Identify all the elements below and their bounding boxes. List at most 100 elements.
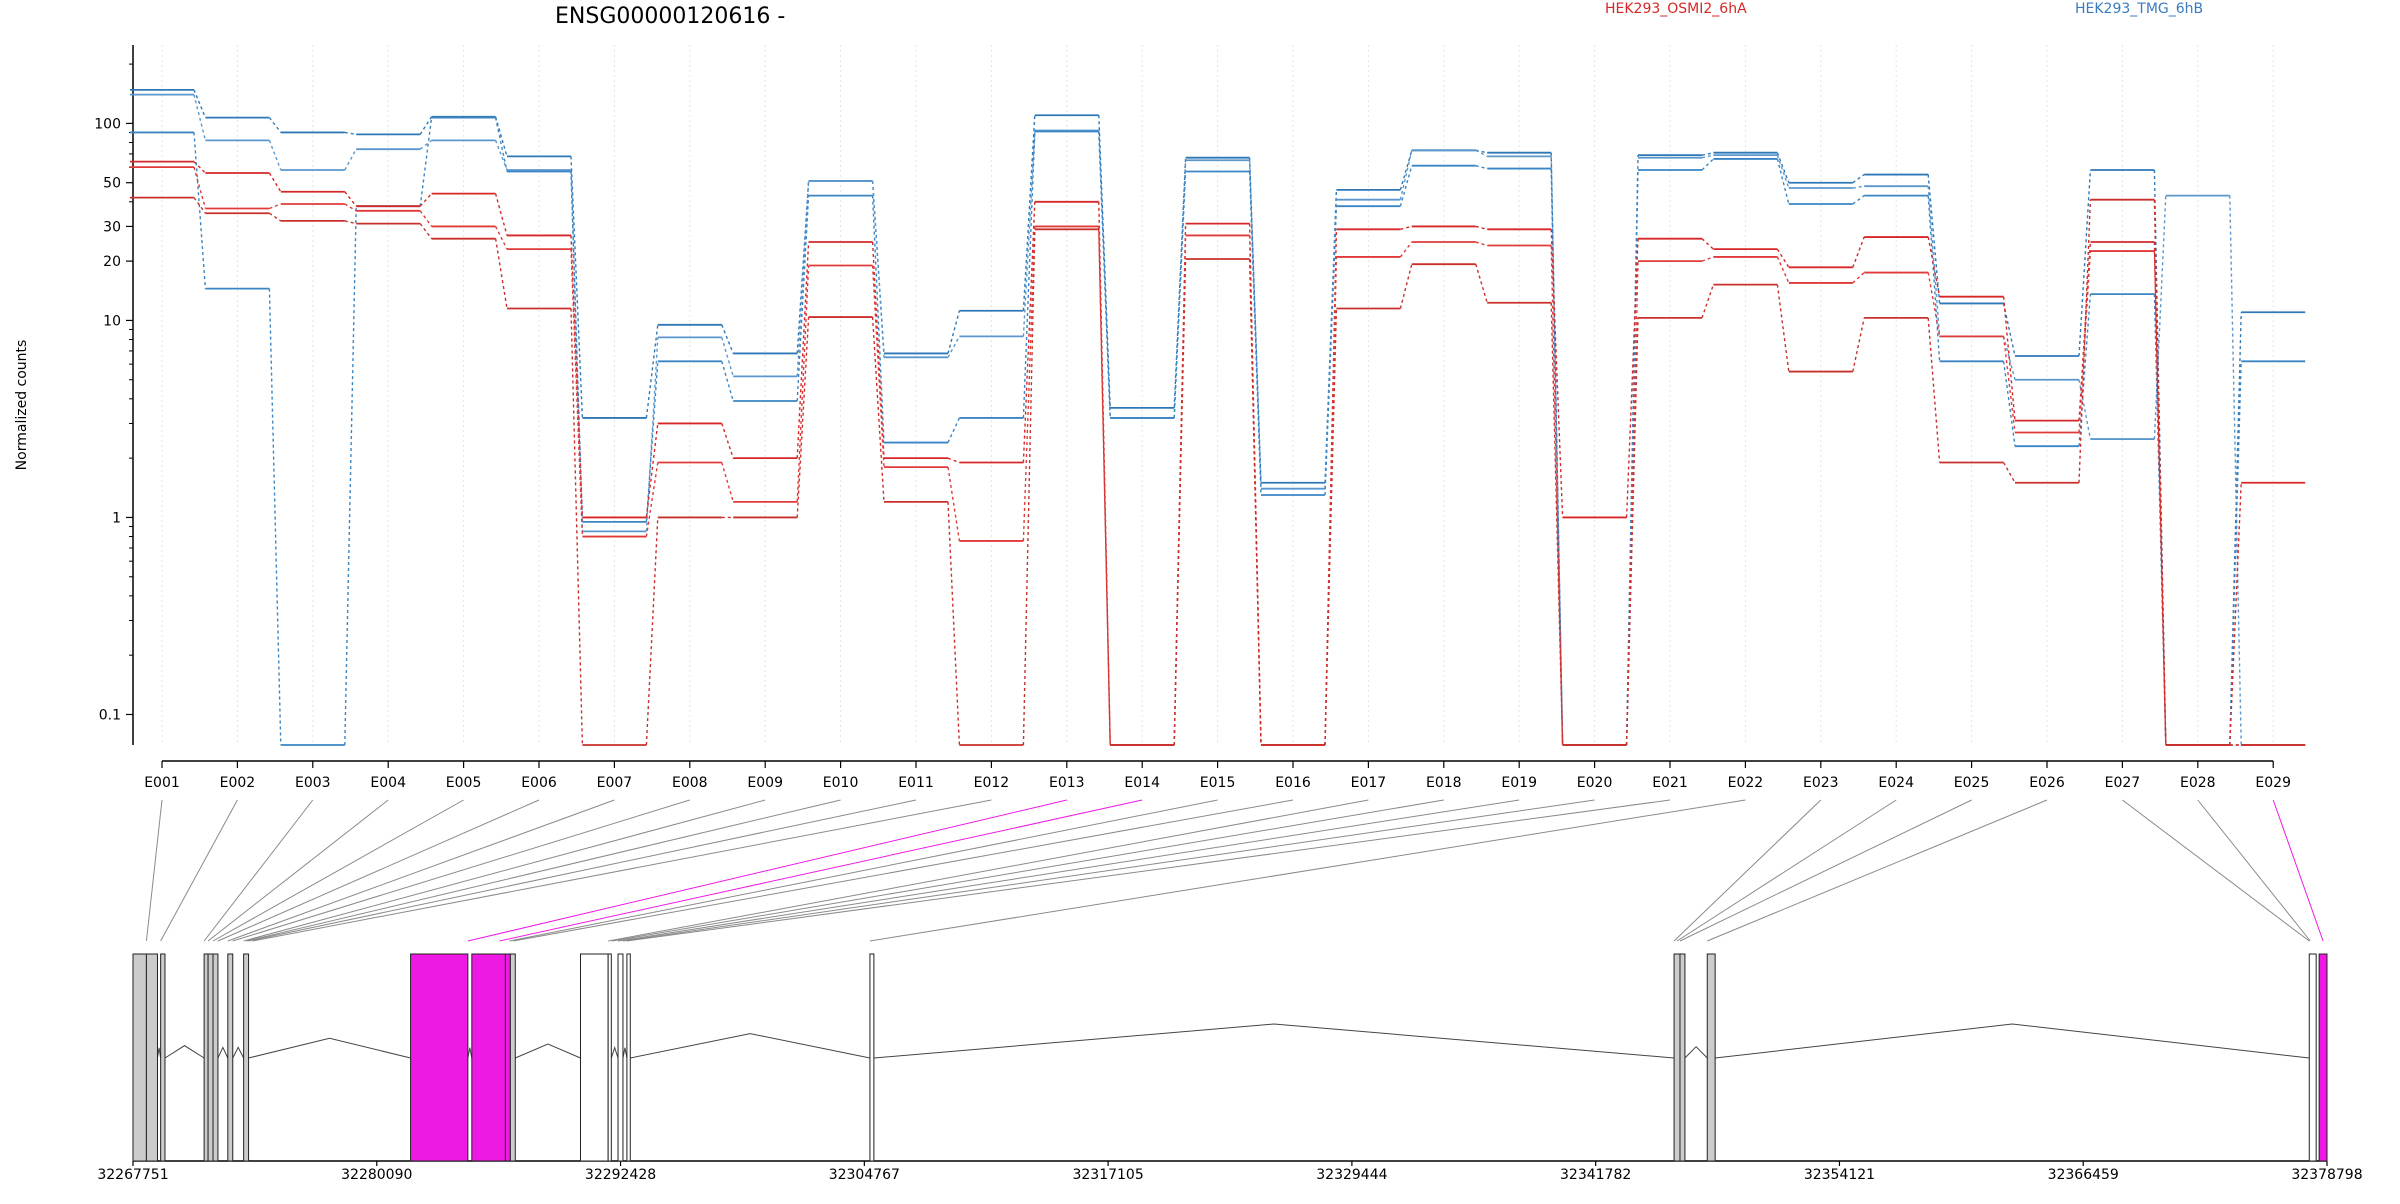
- data-connector: [796, 241, 810, 459]
- data-connector: [2002, 296, 2016, 421]
- data-connector: [2153, 199, 2167, 746]
- data-connector: [1399, 150, 1413, 191]
- genome-coordinate-label: 32304767: [829, 1167, 900, 1183]
- data-connector: [419, 139, 433, 150]
- bin-connector-line: [243, 799, 766, 942]
- data-connector: [1701, 284, 1715, 319]
- data-connector: [268, 288, 282, 746]
- data-connector: [1776, 158, 1790, 205]
- genome-coordinate-label: 32378798: [2291, 1167, 2362, 1183]
- data-connector: [1399, 241, 1413, 258]
- bin-connector-line: [2122, 799, 2310, 942]
- genome-coordinate-label: 32329444: [1316, 1167, 1387, 1183]
- data-connector: [721, 423, 734, 459]
- data-connector: [1625, 238, 1639, 518]
- x-tick-label: E025: [1954, 775, 1990, 791]
- data-connector: [269, 203, 282, 210]
- genome-coordinate-label: 32317105: [1072, 1167, 1143, 1183]
- bin-connector-line: [617, 799, 1520, 942]
- data-connector: [796, 180, 810, 377]
- bin-connector-line: [869, 799, 1746, 942]
- x-tick-label: E018: [1426, 775, 1462, 791]
- data-connector: [1550, 302, 1564, 746]
- x-tick-label: E012: [974, 775, 1010, 791]
- data-connector: [721, 361, 734, 402]
- data-connector: [2078, 379, 2092, 440]
- data-connector: [1927, 272, 1941, 337]
- data-connector: [2002, 361, 2016, 447]
- data-connector: [1399, 165, 1413, 207]
- bin-connector-line: [1707, 799, 2048, 942]
- bin-connector-line: [248, 799, 917, 942]
- genome-coordinate-label: 32354121: [1804, 1167, 1875, 1183]
- data-connector: [494, 116, 508, 157]
- data-connector: [721, 324, 734, 354]
- y-tick-label: 1: [112, 510, 121, 526]
- data-connector: [494, 117, 508, 172]
- intron-line: [232, 1046, 245, 1059]
- data-connector: [344, 203, 357, 212]
- x-tick-label: E021: [1652, 775, 1688, 791]
- data-connector: [1927, 236, 1941, 297]
- data-connector: [1248, 157, 1262, 483]
- data-connector: [1399, 150, 1413, 200]
- x-tick-label: E010: [823, 775, 859, 791]
- data-connector: [2153, 251, 2167, 746]
- data-connector: [1324, 308, 1338, 746]
- exon-block: [207, 953, 214, 1162]
- x-tick-label: E013: [1049, 775, 1085, 791]
- data-connector: [1852, 195, 1865, 205]
- data-connector: [1701, 158, 1714, 171]
- x-tick-label: E001: [144, 775, 180, 791]
- exon-block: [145, 953, 158, 1162]
- exon-block: [1673, 953, 1681, 1162]
- exon-block: [504, 953, 511, 1162]
- data-connector: [193, 161, 206, 174]
- x-tick-label: E017: [1351, 775, 1387, 791]
- data-connector: [947, 310, 961, 354]
- data-connector: [570, 171, 584, 522]
- data-connector: [1550, 229, 1564, 518]
- bin-connector-line: [612, 799, 1444, 942]
- data-connector: [268, 172, 282, 193]
- data-connector: [645, 517, 659, 746]
- exon-block: [607, 953, 612, 1162]
- x-tick-label: E015: [1200, 775, 1236, 791]
- data-connector: [1475, 149, 1488, 158]
- data-connector: [344, 148, 357, 171]
- exon-block: [410, 953, 469, 1162]
- bin-connector-line: [513, 799, 1294, 942]
- data-connector: [2002, 336, 2016, 433]
- data-connector: [947, 501, 961, 746]
- exon-block: [471, 953, 506, 1162]
- data-connector: [1852, 236, 1865, 268]
- data-connector: [1776, 152, 1790, 183]
- x-tick-label: E002: [220, 775, 256, 791]
- intron-line: [1715, 1023, 2310, 1059]
- exon-block: [2318, 953, 2328, 1162]
- bin-connector-line: [2197, 799, 2311, 942]
- y-tick-label: 10: [103, 313, 121, 329]
- data-connector: [947, 417, 961, 443]
- exon-block: [203, 953, 209, 1162]
- genome-coordinate-label: 32267751: [97, 1167, 168, 1183]
- data-connector: [268, 140, 282, 171]
- data-connector: [570, 156, 584, 418]
- intron-line: [217, 1046, 229, 1059]
- exon-block: [132, 953, 147, 1162]
- data-connector: [570, 308, 584, 746]
- data-connector: [1475, 225, 1488, 231]
- data-connector: [193, 89, 207, 118]
- x-tick-label: E004: [370, 775, 406, 791]
- genome-coordinate-label: 32366459: [2048, 1167, 2119, 1183]
- data-connector: [871, 265, 885, 468]
- data-connector: [269, 212, 282, 222]
- chart-title: ENSG00000120616 -: [555, 4, 785, 29]
- data-connector: [645, 324, 659, 419]
- data-connector: [494, 193, 508, 236]
- exon-block: [1706, 953, 1716, 1162]
- data-connector: [1022, 130, 1036, 337]
- data-connector: [1776, 248, 1790, 268]
- data-connector: [2078, 250, 2092, 433]
- data-connector: [1098, 226, 1111, 746]
